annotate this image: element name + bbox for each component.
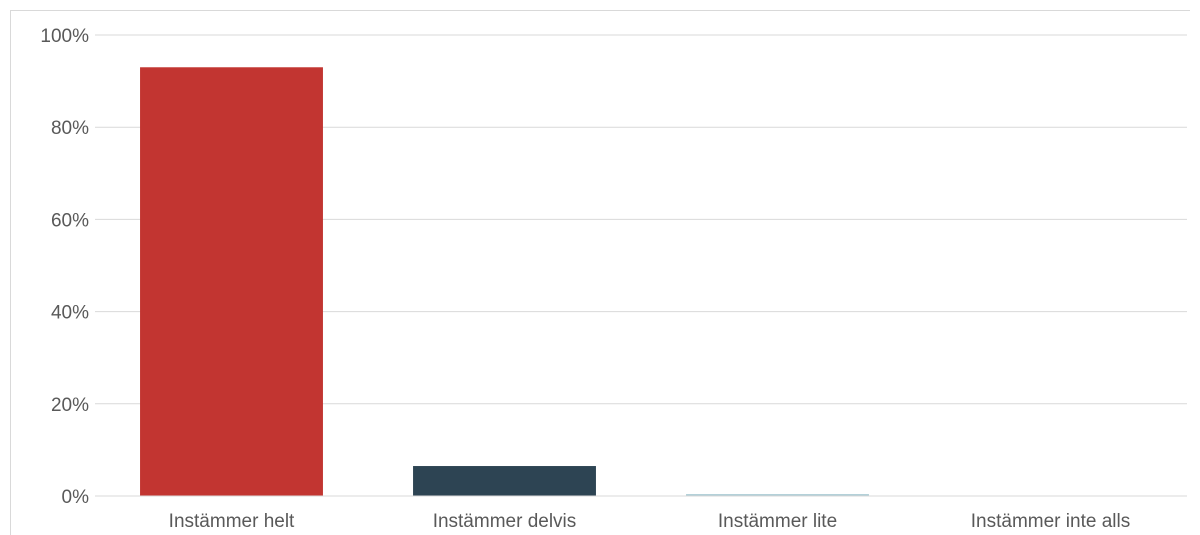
y-axis-tick-labels: 0% 20% 40% 60% 80% 100% — [40, 26, 89, 508]
x-category-label: Instämmer inte alls — [971, 511, 1130, 532]
x-axis-category-labels: Instämmer helt Instämmer delvis Instämmer … — [169, 511, 1131, 532]
bar — [686, 494, 869, 496]
y-tick-label: 20% — [51, 395, 89, 416]
y-tick-label: 100% — [40, 26, 89, 47]
x-category-label: Instämmer delvis — [433, 511, 577, 532]
bar — [413, 466, 596, 496]
chart-frame — [10, 10, 1190, 535]
y-tick-label: 0% — [62, 487, 90, 508]
x-category-label: Instämmer helt — [169, 511, 295, 532]
y-tick-label: 80% — [51, 118, 89, 139]
x-category-label: Instämmer lite — [718, 511, 837, 532]
bar — [140, 67, 323, 497]
bars — [140, 67, 869, 497]
y-tick-label: 60% — [51, 210, 89, 231]
y-tick-label: 40% — [51, 303, 89, 324]
